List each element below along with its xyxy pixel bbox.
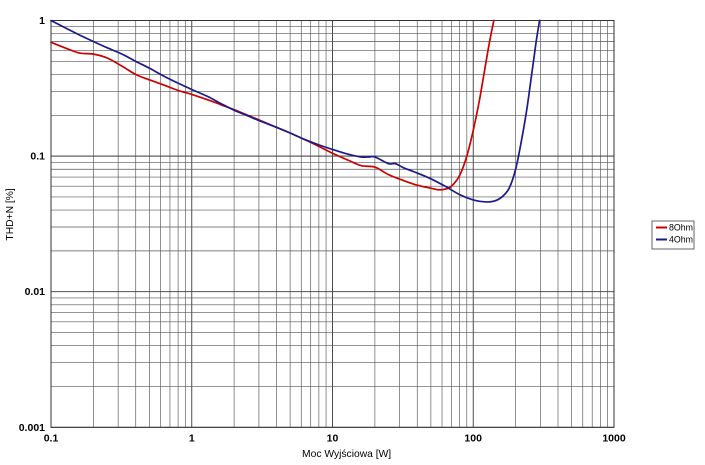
svg-text:Moc Wyjściowa [W]: Moc Wyjściowa [W] — [302, 449, 391, 460]
svg-text:10: 10 — [327, 432, 339, 444]
svg-text:1000: 1000 — [602, 432, 626, 444]
svg-text:0.1: 0.1 — [44, 432, 59, 444]
svg-text:1: 1 — [189, 432, 195, 444]
svg-text:1: 1 — [39, 15, 45, 27]
svg-text:0.01: 0.01 — [25, 286, 46, 298]
svg-text:4Ohm: 4Ohm — [669, 235, 693, 245]
svg-text:0.001: 0.001 — [19, 422, 45, 434]
svg-text:0.1: 0.1 — [30, 151, 45, 163]
svg-text:8Ohm: 8Ohm — [669, 223, 693, 233]
svg-text:100: 100 — [464, 432, 482, 444]
svg-text:THD+N [%]: THD+N [%] — [5, 188, 16, 240]
